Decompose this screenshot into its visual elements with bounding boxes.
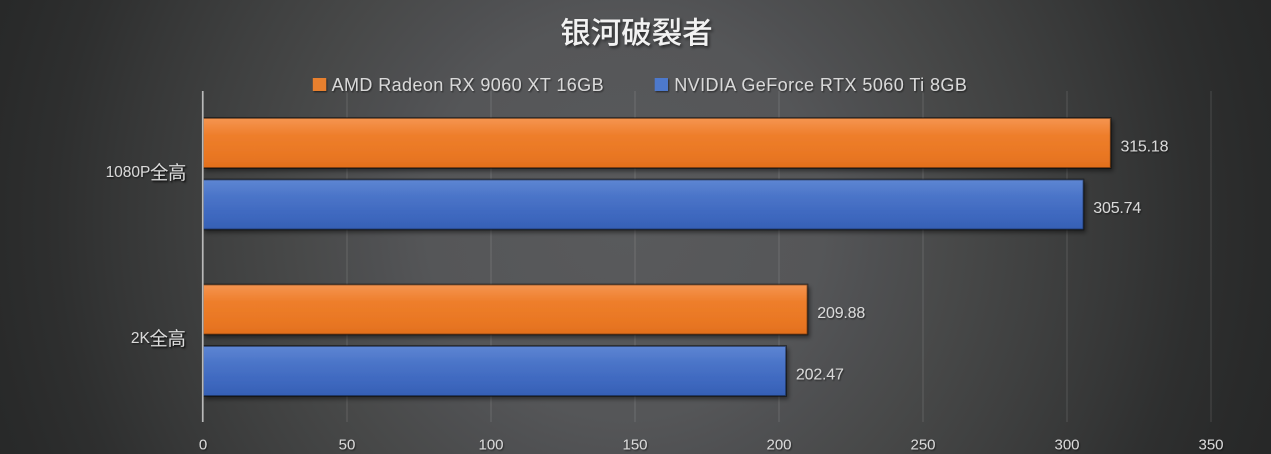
svg-text:150: 150 [622, 437, 647, 454]
svg-text:AMD Radeon RX 9060 XT 16GB: AMD Radeon RX 9060 XT 16GB [332, 75, 604, 95]
svg-text:202.47: 202.47 [796, 367, 844, 384]
svg-text:0: 0 [199, 437, 207, 454]
svg-text:2K: 2K [131, 330, 151, 347]
svg-text:305.74: 305.74 [1093, 200, 1141, 217]
svg-text:209.88: 209.88 [817, 305, 865, 322]
svg-text:250: 250 [910, 437, 935, 454]
svg-text:50: 50 [339, 437, 356, 454]
svg-text:NVIDIA GeForce RTX 5060 Ti 8GB: NVIDIA GeForce RTX 5060 Ti 8GB [674, 75, 967, 95]
svg-text:200: 200 [766, 437, 791, 454]
svg-text:100: 100 [478, 437, 503, 454]
svg-text:1080P: 1080P [106, 164, 151, 181]
svg-text:350: 350 [1198, 437, 1223, 454]
svg-text:300: 300 [1054, 437, 1079, 454]
svg-text:315.18: 315.18 [1121, 139, 1169, 156]
